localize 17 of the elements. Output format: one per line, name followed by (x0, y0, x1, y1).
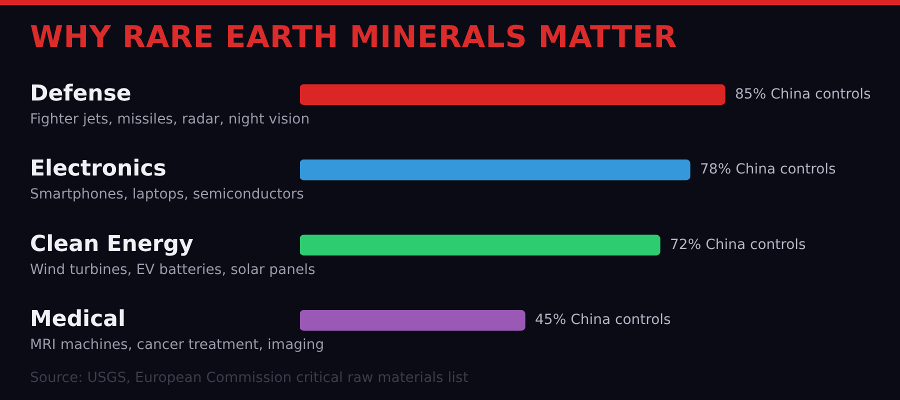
annotation: MRI machines, cancer treatment, imaging (30, 337, 324, 354)
annotation: Smartphones, laptops, semiconductors (30, 186, 304, 203)
data-label: 72% China controls (670, 236, 806, 253)
y-tick-label: Defense (30, 81, 132, 106)
data-label: 45% China controls (535, 312, 671, 328)
data-label: 85% China controls (735, 86, 871, 102)
bar (300, 160, 690, 180)
annotation: Fighter jets, missiles, radar, night vision (30, 111, 310, 128)
y-tick-label: Medical (30, 307, 126, 332)
y-tick-label: Clean Energy (30, 232, 194, 257)
chart-title: WHY RARE EARTH MINERALS MATTER (30, 20, 678, 55)
data-label: 78% China controls (700, 162, 836, 178)
annotation: Wind turbines, EV batteries, solar panels (30, 262, 316, 278)
bar (300, 234, 660, 256)
y-tick-label: Electronics (30, 156, 166, 182)
bar (300, 310, 526, 331)
bar (300, 84, 726, 105)
